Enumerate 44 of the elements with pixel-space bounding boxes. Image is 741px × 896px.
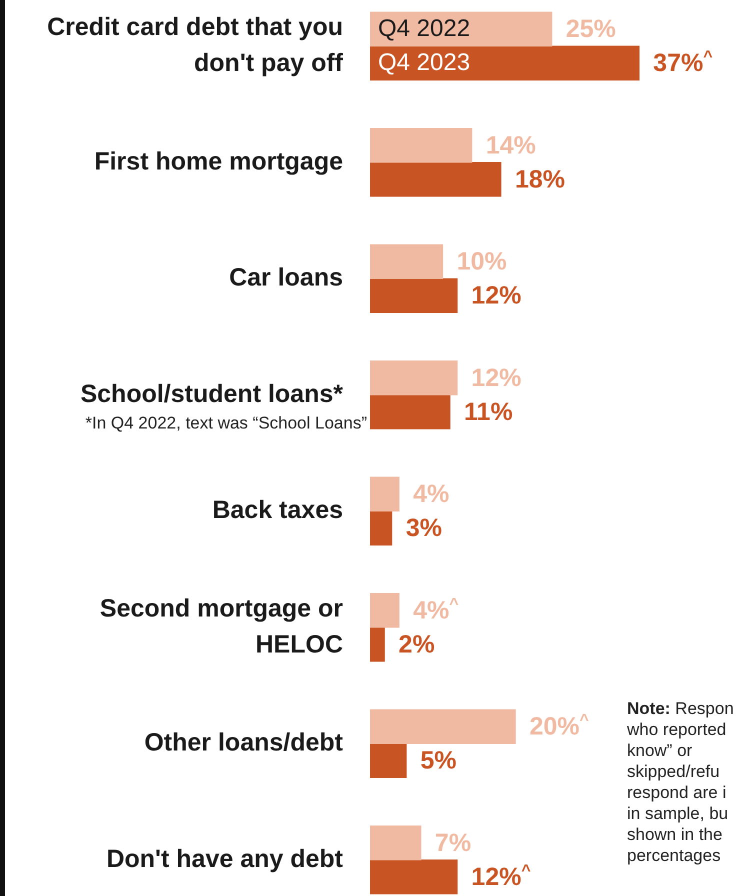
data-label: 2%	[398, 630, 435, 658]
y-tick-label: School/student loans*	[80, 380, 344, 408]
y-tick-label: First home mortgage	[94, 147, 344, 176]
bar	[370, 510, 392, 546]
y-tick-label: Back taxes	[212, 496, 343, 524]
text: *In Q4 2022, text was “School Loans”	[85, 414, 368, 433]
data-label: 5%	[420, 746, 457, 775]
data-label: 3%	[406, 514, 442, 542]
bar	[370, 128, 472, 163]
y-tick-label: Other loans/debt	[144, 728, 344, 757]
bar	[370, 46, 640, 80]
bar	[370, 12, 552, 46]
text: Note: Respon who reported know” or skipped/refu respond are i in sample, bu shown in the percentages	[627, 699, 734, 865]
y-tick-label: Second mortgage or HELOC	[100, 594, 344, 658]
data-label: 37%^	[653, 48, 713, 78]
bar	[370, 743, 407, 778]
data-label: 7%	[434, 828, 472, 857]
data-label: 20%^	[530, 712, 589, 741]
y-tick-label: Don't have any debt	[106, 844, 344, 873]
bar	[370, 278, 458, 313]
data-label: 12%	[471, 282, 522, 310]
data-label: 14%	[486, 131, 536, 160]
bar	[370, 826, 422, 860]
y-tick-label: Credit card debt that you don't pay off	[47, 13, 344, 78]
data-label: 4%^	[413, 596, 459, 624]
y-tick-label: Car loans	[229, 264, 343, 292]
data-label: 4%	[413, 480, 450, 508]
bar	[370, 476, 400, 512]
bar	[370, 860, 458, 894]
data-label: 18%	[514, 165, 565, 194]
data-label: 25%	[566, 15, 616, 44]
data-label: 10%	[456, 248, 507, 276]
bar	[370, 360, 458, 396]
bar	[370, 627, 385, 662]
series-label: Q4 2023	[378, 48, 470, 76]
data-label: 11%	[464, 398, 513, 426]
bar	[370, 709, 516, 744]
bar	[370, 593, 400, 628]
data-label: 12%^	[471, 862, 531, 891]
bar	[370, 162, 502, 197]
bar	[370, 244, 444, 279]
series-label: Q4 2022	[378, 14, 470, 42]
data-label: 12%	[471, 364, 522, 392]
bar	[370, 394, 450, 430]
